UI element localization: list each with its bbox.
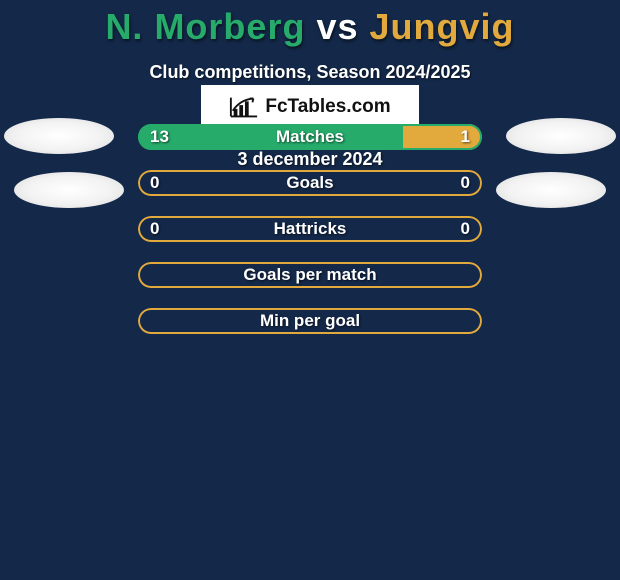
stat-row: Hattricks0 0 (138, 216, 482, 242)
stat-label: Goals (138, 170, 482, 196)
stat-row: Matches13 1 (138, 124, 482, 150)
stat-rows: Matches131Goals00Hattricks00Goals per ma… (138, 124, 482, 354)
stat-label: Min per goal (138, 308, 482, 334)
watermark-text: FcTables.com (265, 96, 390, 118)
stat-value-player2: 1 (461, 124, 470, 150)
stat-label: Hattricks (138, 216, 482, 242)
stat-value-player2: 0 (461, 216, 470, 242)
player1-name: N. Morberg (105, 6, 305, 47)
stat-value-player2: 0 (461, 170, 470, 196)
watermark: FcTables.com (201, 85, 419, 129)
player1-badge-placeholder (14, 172, 124, 208)
subtitle: Club competitions, Season 2024/2025 (0, 62, 620, 83)
stat-value-player1: 13 (150, 124, 169, 150)
stat-row: Min per goal (138, 308, 482, 334)
comparison-title: N. Morberg vs Jungvig (0, 0, 620, 48)
player2-badge-placeholder (496, 172, 606, 208)
watermark-chart-icon (229, 95, 259, 119)
stat-row: Goals per match (138, 262, 482, 288)
stat-label: Matches (138, 124, 482, 150)
vs-label: vs (316, 6, 358, 47)
stat-value-player1: 0 (150, 216, 159, 242)
stat-label: Goals per match (138, 262, 482, 288)
player2-name: Jungvig (370, 6, 515, 47)
stat-value-player1: 0 (150, 170, 159, 196)
stat-row: Goals0 0 (138, 170, 482, 196)
